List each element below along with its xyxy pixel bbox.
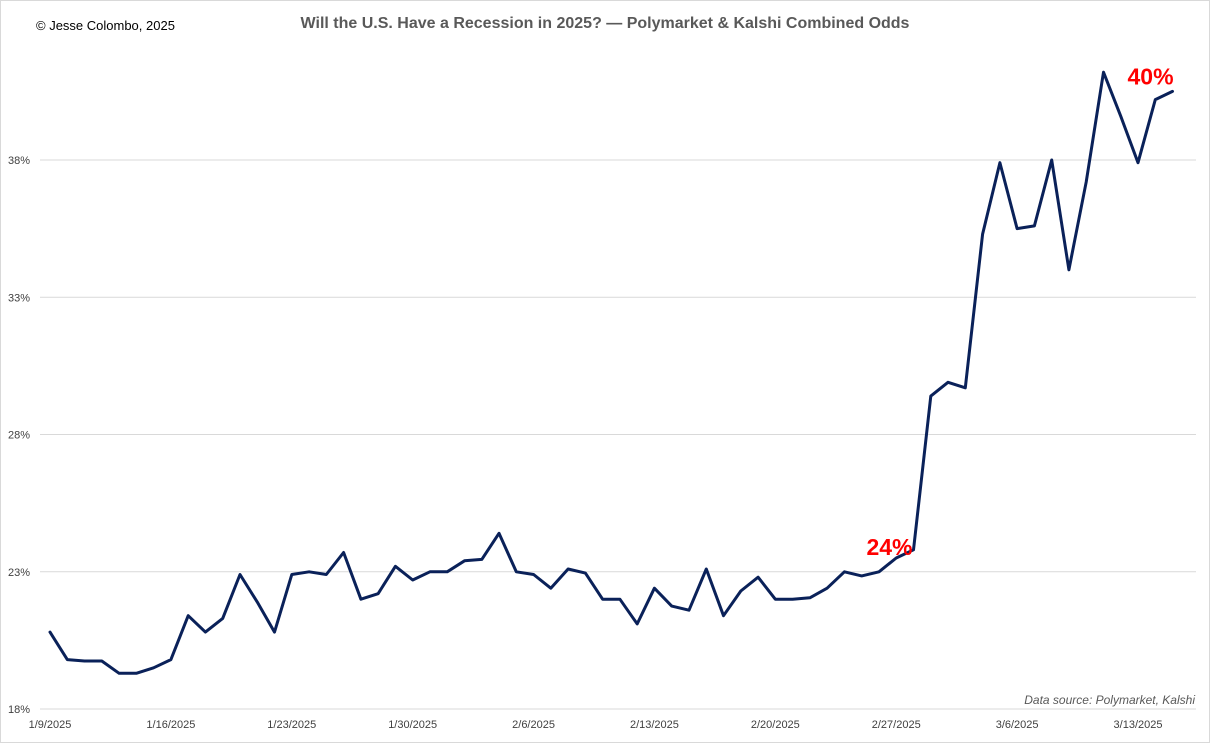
annotations: 24% 40% [866,63,1173,559]
x-tick-label: 1/16/2025 [146,719,195,731]
y-axis-ticks: 18% 23% 28% 33% 38% [8,155,30,716]
x-tick-label: 2/6/2025 [512,719,555,731]
x-tick-label: 3/13/2025 [1114,719,1163,731]
callout-label-1: 40% [1128,63,1174,89]
x-axis-ticks: 1/9/2025 1/16/2025 1/23/2025 1/30/2025 2/6/2… [29,719,1163,731]
x-tick-label: 2/27/2025 [872,719,921,731]
y-tick-label: 18% [8,704,30,716]
x-tick-label: 2/13/2025 [630,719,679,731]
x-tick-label: 1/9/2025 [29,719,72,731]
chart-title: Will the U.S. Have a Recession in 2025? … [301,15,910,32]
callout-label-0: 24% [866,534,912,560]
series-layer [48,70,1174,675]
x-tick-label: 3/6/2025 [996,719,1039,731]
gridlines [40,159,1196,710]
data-source-note: Data source: Polymarket, Kalshi [1024,693,1195,707]
y-tick-label: 28% [8,430,30,442]
y-tick-label: 38% [8,155,30,167]
series-line [48,70,1174,675]
x-tick-label: 1/30/2025 [388,719,437,731]
x-tick-label: 1/23/2025 [267,719,316,731]
y-tick-label: 33% [8,292,30,304]
copyright-text: © Jesse Colombo, 2025 [36,18,175,33]
x-tick-label: 2/20/2025 [751,719,800,731]
y-tick-label: 23% [8,567,30,579]
